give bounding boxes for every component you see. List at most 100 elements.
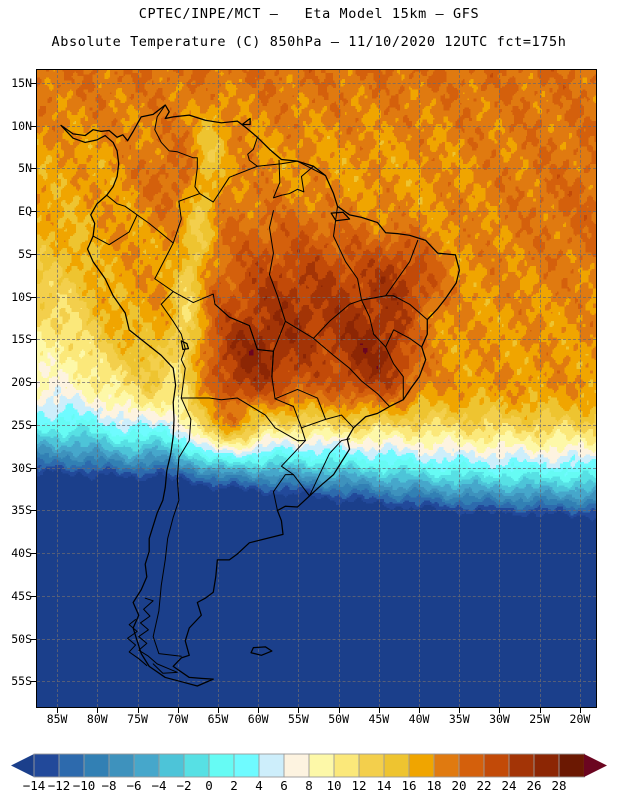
colorbar-band (208, 753, 235, 778)
y-tick-label: 50S (11, 631, 32, 646)
colorbar-tick-label: 10 (326, 778, 342, 793)
y-tick-mark (31, 125, 36, 127)
colorbar-tick-label: −4 (151, 778, 167, 793)
y-tick-mark (31, 424, 36, 426)
colorbar-tick-label: −10 (72, 778, 96, 793)
y-tick-mark (31, 510, 36, 512)
y-tick-mark (31, 168, 36, 170)
x-tick-label: 45W (368, 712, 390, 726)
colorbar-band (558, 753, 585, 778)
y-tick-mark (31, 595, 36, 597)
x-tick-mark (298, 708, 300, 713)
y-tick-label: EQ (18, 204, 32, 219)
x-tick-mark (137, 708, 139, 713)
y-tick-mark (31, 638, 36, 640)
colorbar-tick-label: 14 (376, 778, 392, 793)
x-tick-label: 85W (46, 712, 68, 726)
colorbar-band (383, 753, 410, 778)
x-tick-label: 50W (328, 712, 349, 726)
colorbar-band (83, 753, 110, 778)
x-tick-mark (258, 708, 260, 713)
y-tick-label: 10N (11, 118, 32, 133)
colorbar-band (283, 753, 310, 778)
colorbar-band (333, 753, 360, 778)
colorbar-tick-label: −12 (47, 778, 71, 793)
y-tick-mark (31, 296, 36, 298)
colorbar (10, 752, 608, 782)
colorbar-tick-label: −14 (22, 778, 46, 793)
colorbar-tick-label: 4 (255, 778, 263, 793)
y-tick-label: 40S (11, 546, 32, 561)
colorbar-tick-label: 20 (451, 778, 467, 793)
y-tick-label: 45S (11, 588, 32, 603)
colorbar-under-arrow (11, 754, 34, 777)
x-tick-label: 80W (86, 712, 108, 726)
y-tick-mark (31, 681, 36, 683)
x-tick-mark (97, 708, 99, 713)
colorbar-tick-label: 28 (551, 778, 567, 793)
y-tick-mark (31, 211, 36, 213)
y-tick-mark (31, 467, 36, 469)
y-tick-label: 35S (11, 503, 32, 518)
colorbar-band (233, 753, 260, 778)
x-tick-label: 35W (448, 712, 470, 726)
x-tick-label: 65W (207, 712, 229, 726)
colorbar-tick-label: 12 (351, 778, 367, 793)
colorbar-band (433, 753, 460, 778)
colorbar-tick-label: 2 (230, 778, 238, 793)
x-tick-mark (579, 708, 581, 713)
colorbar-band (183, 753, 210, 778)
y-tick-label: 25S (11, 417, 32, 432)
y-tick-mark (31, 553, 36, 555)
x-tick-label: 70W (167, 712, 189, 726)
x-tick-mark (57, 708, 59, 713)
y-tick-label: 15S (11, 332, 32, 347)
y-tick-label: 10S (11, 289, 32, 304)
y-tick-label: 5N (18, 161, 32, 176)
y-tick-label: 55S (11, 674, 32, 689)
x-tick-mark (177, 708, 179, 713)
colorbar-band (108, 753, 135, 778)
y-tick-mark (31, 82, 36, 84)
colorbar-tick-label: −8 (101, 778, 117, 793)
colorbar-band (358, 753, 385, 778)
x-tick-mark (217, 708, 219, 713)
colorbar-band (533, 753, 560, 778)
x-tick-label: 75W (127, 712, 148, 726)
colorbar-band (308, 753, 335, 778)
x-tick-mark (419, 708, 421, 713)
y-tick-label: 15N (11, 75, 32, 90)
x-tick-mark (338, 708, 340, 713)
colorbar-over-arrow (584, 754, 607, 777)
colorbar-band (483, 753, 510, 778)
chart-title-secondary: Absolute Temperature (C) 850hPa — 11/10/… (51, 34, 567, 50)
colorbar-tick-label: 16 (401, 778, 417, 793)
x-tick-label: 55W (288, 712, 309, 726)
x-tick-label: 60W (247, 712, 269, 726)
x-tick-label: 20W (569, 712, 591, 726)
x-tick-mark (378, 708, 380, 713)
y-tick-mark (31, 253, 36, 255)
colorbar-band (33, 753, 60, 778)
colorbar-band (133, 753, 160, 778)
colorbar-tick-label: −6 (126, 778, 142, 793)
colorbar-tick-label: −2 (176, 778, 192, 793)
chart-title-primary: CPTEC/INPE/MCT — Eta Model 15km — GFS (138, 6, 480, 22)
colorbar-tick-label: 0 (205, 778, 213, 793)
x-tick-label: 40W (408, 712, 430, 726)
colorbar-band (508, 753, 535, 778)
y-tick-label: 20S (11, 375, 32, 390)
x-tick-label: 25W (529, 712, 551, 726)
temperature-raster (37, 70, 596, 707)
y-tick-label: 5S (18, 246, 32, 261)
colorbar-band (258, 753, 285, 778)
colorbar-band (58, 753, 85, 778)
colorbar-band (158, 753, 185, 778)
x-tick-mark (459, 708, 461, 713)
colorbar-tick-label: 22 (476, 778, 492, 793)
y-tick-label: 30S (11, 460, 32, 475)
colorbar-tick-label: 26 (526, 778, 542, 793)
colorbar-tick-label: 8 (305, 778, 313, 793)
x-tick-mark (499, 708, 501, 713)
y-tick-mark (31, 382, 36, 384)
